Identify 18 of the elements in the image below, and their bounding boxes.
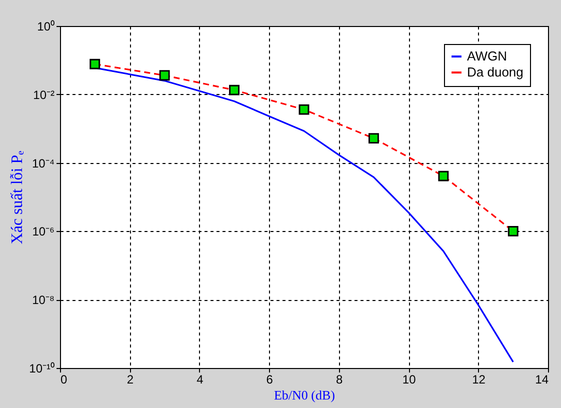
x-axis-title: Eb/N0 (dB)	[274, 388, 336, 402]
x-tick-label: 6	[266, 372, 274, 386]
x-tick-label: 14	[535, 372, 549, 386]
y-tick-label: 10⁻¹⁰	[29, 362, 54, 376]
y-tick-label: 10⁻⁸	[32, 293, 54, 308]
x-tick-label: 8	[336, 372, 344, 386]
legend-label: Da duong	[467, 64, 524, 80]
x-tick-label: 12	[472, 372, 486, 386]
x-tick-label: 0	[60, 372, 68, 386]
x-tick-label: 2	[126, 372, 134, 386]
y-tick-label: 10⁻²	[33, 88, 55, 102]
legend-label: AWGN	[467, 48, 507, 64]
y-tick-label: 10⁻⁶	[32, 224, 55, 239]
x-tick-label: 4	[196, 372, 204, 386]
y-axis-title: Xác suất lỗi Pₑ	[9, 150, 26, 244]
y-tick-label: 10⁰	[37, 20, 54, 34]
y-tick-label: 10⁻⁴	[32, 156, 54, 170]
x-tick-label: 10	[402, 372, 416, 386]
